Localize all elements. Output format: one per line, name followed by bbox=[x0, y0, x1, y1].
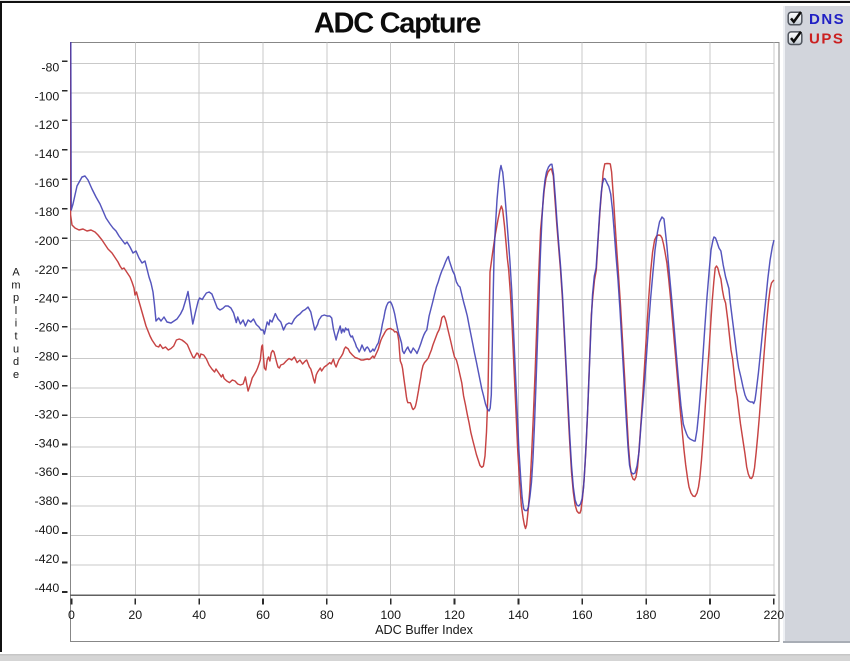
svg-text:-400: -400 bbox=[34, 523, 59, 537]
svg-text:t: t bbox=[14, 331, 17, 343]
svg-text:-240: -240 bbox=[34, 292, 59, 306]
svg-text:-260: -260 bbox=[34, 321, 59, 335]
svg-text:-120: -120 bbox=[34, 118, 59, 132]
svg-text:80: 80 bbox=[320, 608, 334, 622]
svg-text:180: 180 bbox=[636, 608, 657, 622]
svg-text:-420: -420 bbox=[34, 552, 59, 566]
svg-text:100: 100 bbox=[380, 608, 401, 622]
svg-text:p: p bbox=[13, 292, 19, 304]
svg-text:-280: -280 bbox=[34, 350, 59, 364]
svg-text:-80: -80 bbox=[41, 60, 59, 74]
svg-text:-100: -100 bbox=[34, 89, 59, 103]
svg-text:UPS: UPS bbox=[809, 31, 844, 48]
svg-text:220: 220 bbox=[763, 608, 784, 622]
svg-text:200: 200 bbox=[700, 608, 721, 622]
svg-text:A: A bbox=[12, 267, 20, 279]
svg-text:0: 0 bbox=[68, 608, 75, 622]
svg-text:60: 60 bbox=[256, 608, 270, 622]
svg-text:-340: -340 bbox=[34, 436, 59, 450]
svg-text:40: 40 bbox=[192, 608, 206, 622]
svg-text:u: u bbox=[13, 343, 19, 355]
svg-text:-140: -140 bbox=[34, 147, 59, 161]
svg-text:d: d bbox=[13, 356, 19, 368]
svg-text:DNS: DNS bbox=[809, 11, 845, 28]
svg-text:ADC Capture: ADC Capture bbox=[314, 7, 481, 39]
svg-text:m: m bbox=[11, 279, 20, 291]
svg-text:-360: -360 bbox=[34, 465, 59, 479]
svg-text:ADC Buffer Index: ADC Buffer Index bbox=[375, 623, 473, 637]
svg-text:l: l bbox=[15, 305, 17, 317]
svg-text:e: e bbox=[13, 369, 19, 381]
svg-text:-160: -160 bbox=[34, 176, 59, 190]
svg-text:-180: -180 bbox=[34, 205, 59, 219]
svg-text:-220: -220 bbox=[34, 263, 59, 277]
svg-text:-200: -200 bbox=[34, 234, 59, 248]
svg-text:-380: -380 bbox=[34, 494, 59, 508]
svg-text:-440: -440 bbox=[34, 581, 59, 595]
svg-text:120: 120 bbox=[444, 608, 465, 622]
svg-text:-300: -300 bbox=[34, 379, 59, 393]
svg-text:-320: -320 bbox=[34, 407, 59, 421]
svg-text:i: i bbox=[15, 318, 17, 330]
svg-text:140: 140 bbox=[508, 608, 529, 622]
svg-text:20: 20 bbox=[128, 608, 142, 622]
svg-text:160: 160 bbox=[572, 608, 593, 622]
